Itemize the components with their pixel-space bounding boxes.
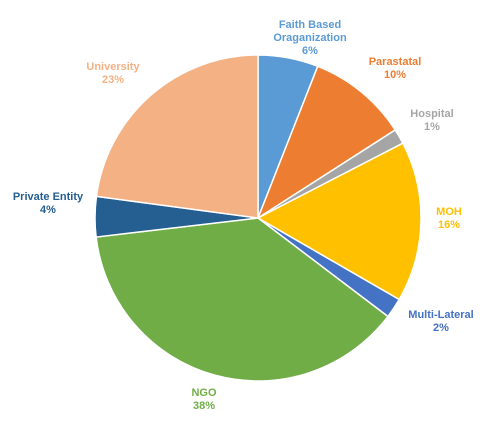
slice-category-label: Parastatal bbox=[369, 56, 422, 68]
slice-percent-label: 38% bbox=[193, 400, 215, 412]
pie-slice-university bbox=[95, 54, 259, 219]
slice-category-label: University bbox=[86, 61, 140, 73]
slice-label-private-entity: Private Entity 4% bbox=[13, 191, 84, 216]
slice-category-label: Multi-Lateral bbox=[408, 309, 473, 321]
slice-category-label: Faith Based bbox=[279, 19, 341, 31]
slice-percent-label: 6% bbox=[302, 45, 318, 57]
pie-slices bbox=[94, 54, 422, 382]
slice-percent-label: 1% bbox=[424, 121, 440, 133]
slice-category-label: Hospital bbox=[410, 108, 453, 120]
slice-labels: Faith Based Oraganization 6% Parastatal 10% H… bbox=[13, 19, 474, 412]
slice-percent-label: 2% bbox=[433, 322, 449, 334]
pie-slice-moh bbox=[256, 142, 422, 301]
slice-label-faith-based-oraganization: Faith Based Oraganization 6% bbox=[273, 19, 347, 57]
slice-category-label: Oraganization bbox=[273, 32, 347, 44]
slice-label-parastatal: Parastatal 10% bbox=[369, 56, 422, 81]
slice-category-label: Private Entity bbox=[13, 191, 84, 203]
pie-slice-ngo bbox=[95, 217, 389, 382]
slice-percent-label: 10% bbox=[384, 69, 406, 81]
slice-label-university: University 23% bbox=[86, 61, 140, 86]
slice-label-ngo: NGO 38% bbox=[191, 387, 217, 412]
slice-category-label: NGO bbox=[191, 387, 217, 399]
slice-label-multi-lateral: Multi-Lateral 2% bbox=[408, 309, 473, 334]
slice-category-label: MOH bbox=[436, 206, 462, 218]
slice-label-hospital: Hospital 1% bbox=[410, 108, 453, 133]
slice-percent-label: 4% bbox=[40, 204, 56, 216]
slice-label-moh: MOH 16% bbox=[436, 206, 462, 231]
slice-percent-label: 16% bbox=[438, 219, 460, 231]
slice-percent-label: 23% bbox=[102, 74, 124, 86]
pie-slice-parastatal bbox=[256, 65, 397, 220]
